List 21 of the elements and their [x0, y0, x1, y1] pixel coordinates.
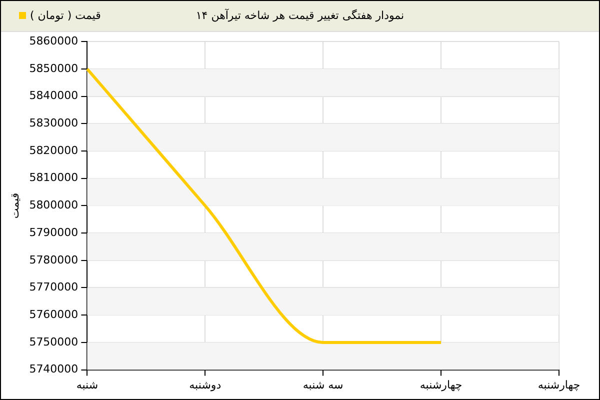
x-tick-label: سه شنبه: [302, 378, 344, 392]
y-tick-label: 5790000: [29, 226, 78, 239]
y-tick-label: 5850000: [29, 62, 78, 75]
x-tick-label: دوشنبه: [189, 378, 222, 392]
y-tick-label: 5820000: [29, 144, 78, 157]
y-tick-label: 5810000: [29, 171, 78, 184]
y-tick-label: 5760000: [29, 308, 78, 321]
y-tick-label: 5770000: [29, 280, 78, 294]
y-tick-label: 5750000: [29, 335, 78, 348]
y-tick-label: 5800000: [29, 198, 78, 212]
x-tick-label: چهارشنبه: [420, 378, 462, 392]
legend-label: قیمت ( تومان ): [30, 9, 101, 22]
x-tick-label: شنبه: [76, 378, 98, 392]
y-tick-label: 5860000: [29, 34, 78, 48]
y-tick-label: 5740000: [29, 362, 78, 376]
y-tick-label: 5830000: [29, 116, 78, 130]
y-tick-label: 5840000: [29, 89, 78, 102]
x-tick-label: چهارشنبه: [538, 378, 580, 392]
chart-title: نمودار هفتگی تغییر قیمت هر شاخه تیرآهن ۱۴: [196, 9, 404, 22]
y-tick-label: 5780000: [29, 253, 78, 266]
y-axis-title: قیمت: [8, 192, 22, 219]
